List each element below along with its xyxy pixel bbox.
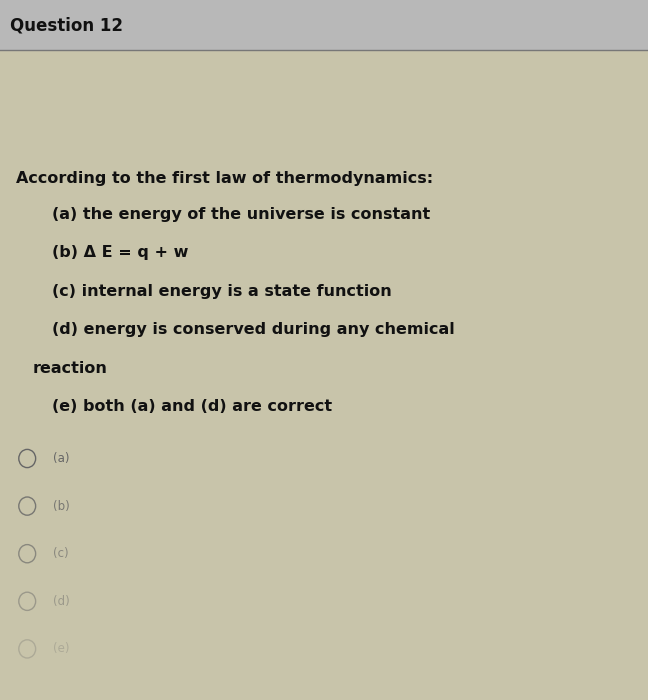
Text: (c) internal energy is a state function: (c) internal energy is a state function	[52, 284, 391, 298]
Text: (c): (c)	[53, 547, 69, 560]
Text: Question 12: Question 12	[10, 16, 122, 34]
Text: (e): (e)	[53, 643, 69, 655]
Text: (b) Δ E = q + w: (b) Δ E = q + w	[52, 245, 188, 260]
Text: (d): (d)	[53, 595, 70, 608]
Text: (a): (a)	[53, 452, 69, 465]
Text: (d) energy is conserved during any chemical: (d) energy is conserved during any chemi…	[52, 322, 455, 337]
Text: (a) the energy of the universe is constant: (a) the energy of the universe is consta…	[52, 206, 430, 221]
Text: (b): (b)	[53, 500, 70, 512]
Text: (e) both (a) and (d) are correct: (e) both (a) and (d) are correct	[52, 399, 332, 414]
Text: reaction: reaction	[32, 360, 108, 375]
Bar	[0, 0, 648, 50]
Text: According to the first law of thermodynamics:: According to the first law of thermodyna…	[16, 172, 434, 186]
